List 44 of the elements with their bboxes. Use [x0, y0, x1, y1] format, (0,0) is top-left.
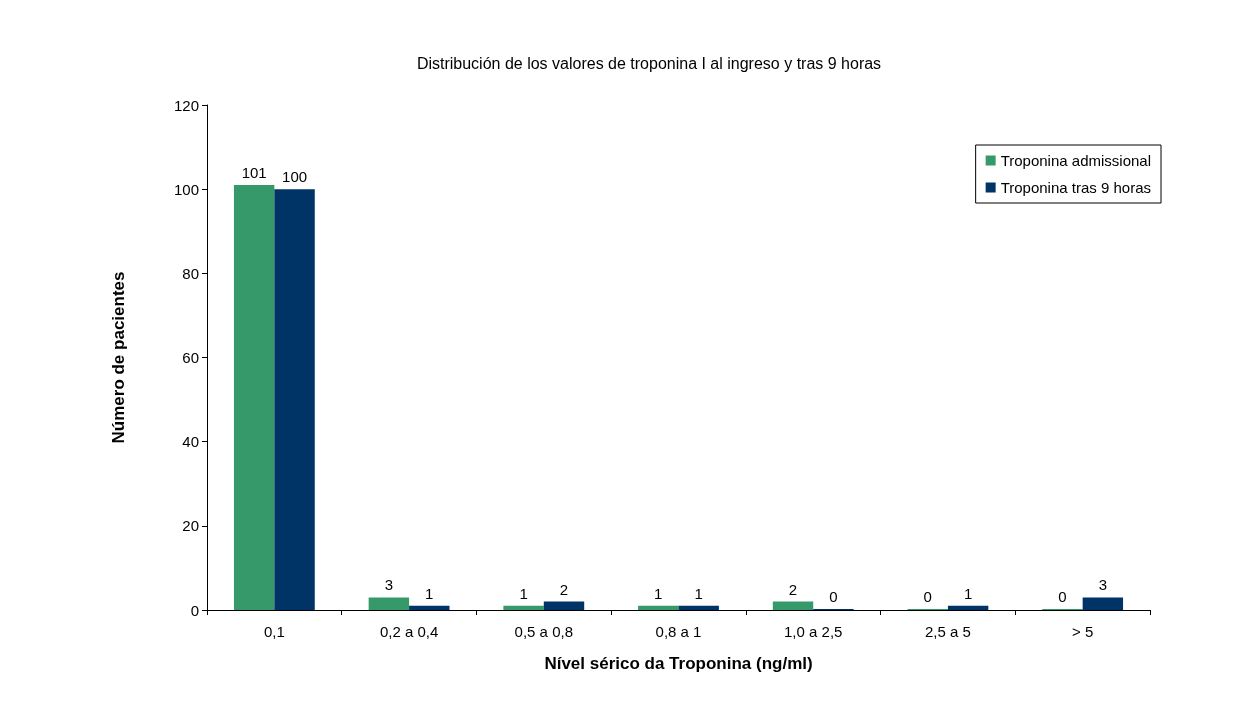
x-tick-label: 0,8 a 1	[655, 623, 702, 640]
data-label: 0	[1058, 588, 1067, 605]
x-tick-label: 2,5 a 5	[924, 623, 971, 640]
x-tick-label: 0,2 a 0,4	[379, 623, 439, 640]
x-tick-label: 0,1	[263, 623, 285, 640]
data-label: 101	[241, 163, 267, 181]
chart-title: Distribución de los valores de troponina I al ingreso y tras 9 horas	[416, 54, 882, 72]
data-label: 2	[788, 580, 798, 598]
data-label: 1	[425, 584, 434, 602]
data-label: 100	[282, 168, 308, 186]
data-label: 1	[519, 584, 528, 602]
y-tick-label: 0	[190, 601, 199, 619]
bar	[1082, 597, 1124, 610]
bar	[233, 184, 275, 610]
y-tick-label: 80	[182, 264, 199, 282]
x-tick-label: > 5	[1072, 623, 1094, 640]
legend-label: Troponina admissional	[1000, 152, 1151, 169]
data-label: 0	[829, 588, 838, 605]
y-tick-label: 40	[182, 433, 199, 451]
x-tick-label: 1,0 a 2,5	[784, 623, 843, 640]
data-label: 3	[1098, 576, 1108, 594]
bar	[368, 597, 410, 610]
x-axis-title: Nível sérico da Troponina (ng/ml)	[544, 654, 813, 673]
bar	[772, 601, 814, 610]
y-tick-label: 20	[182, 517, 199, 535]
data-label: 3	[384, 576, 394, 594]
bar	[678, 605, 719, 610]
legend-label: Troponina tras 9 horas	[1000, 179, 1151, 196]
data-label: 0	[923, 588, 932, 605]
bar	[274, 189, 315, 610]
bar	[503, 605, 544, 610]
y-tick-label: 100	[173, 180, 199, 198]
y-tick-label: 60	[182, 349, 199, 366]
data-label: 1	[654, 584, 663, 602]
y-axis-title: Número de pacientes	[109, 271, 128, 444]
y-tick-label: 120	[173, 96, 199, 114]
bar	[409, 605, 450, 610]
data-label: 2	[559, 580, 569, 598]
x-tick-label: 0,5 a 0,8	[514, 623, 573, 640]
bar	[638, 605, 679, 610]
data-label: 1	[694, 584, 703, 602]
data-label: 1	[963, 584, 973, 602]
bar	[947, 605, 989, 610]
bar	[543, 601, 585, 610]
